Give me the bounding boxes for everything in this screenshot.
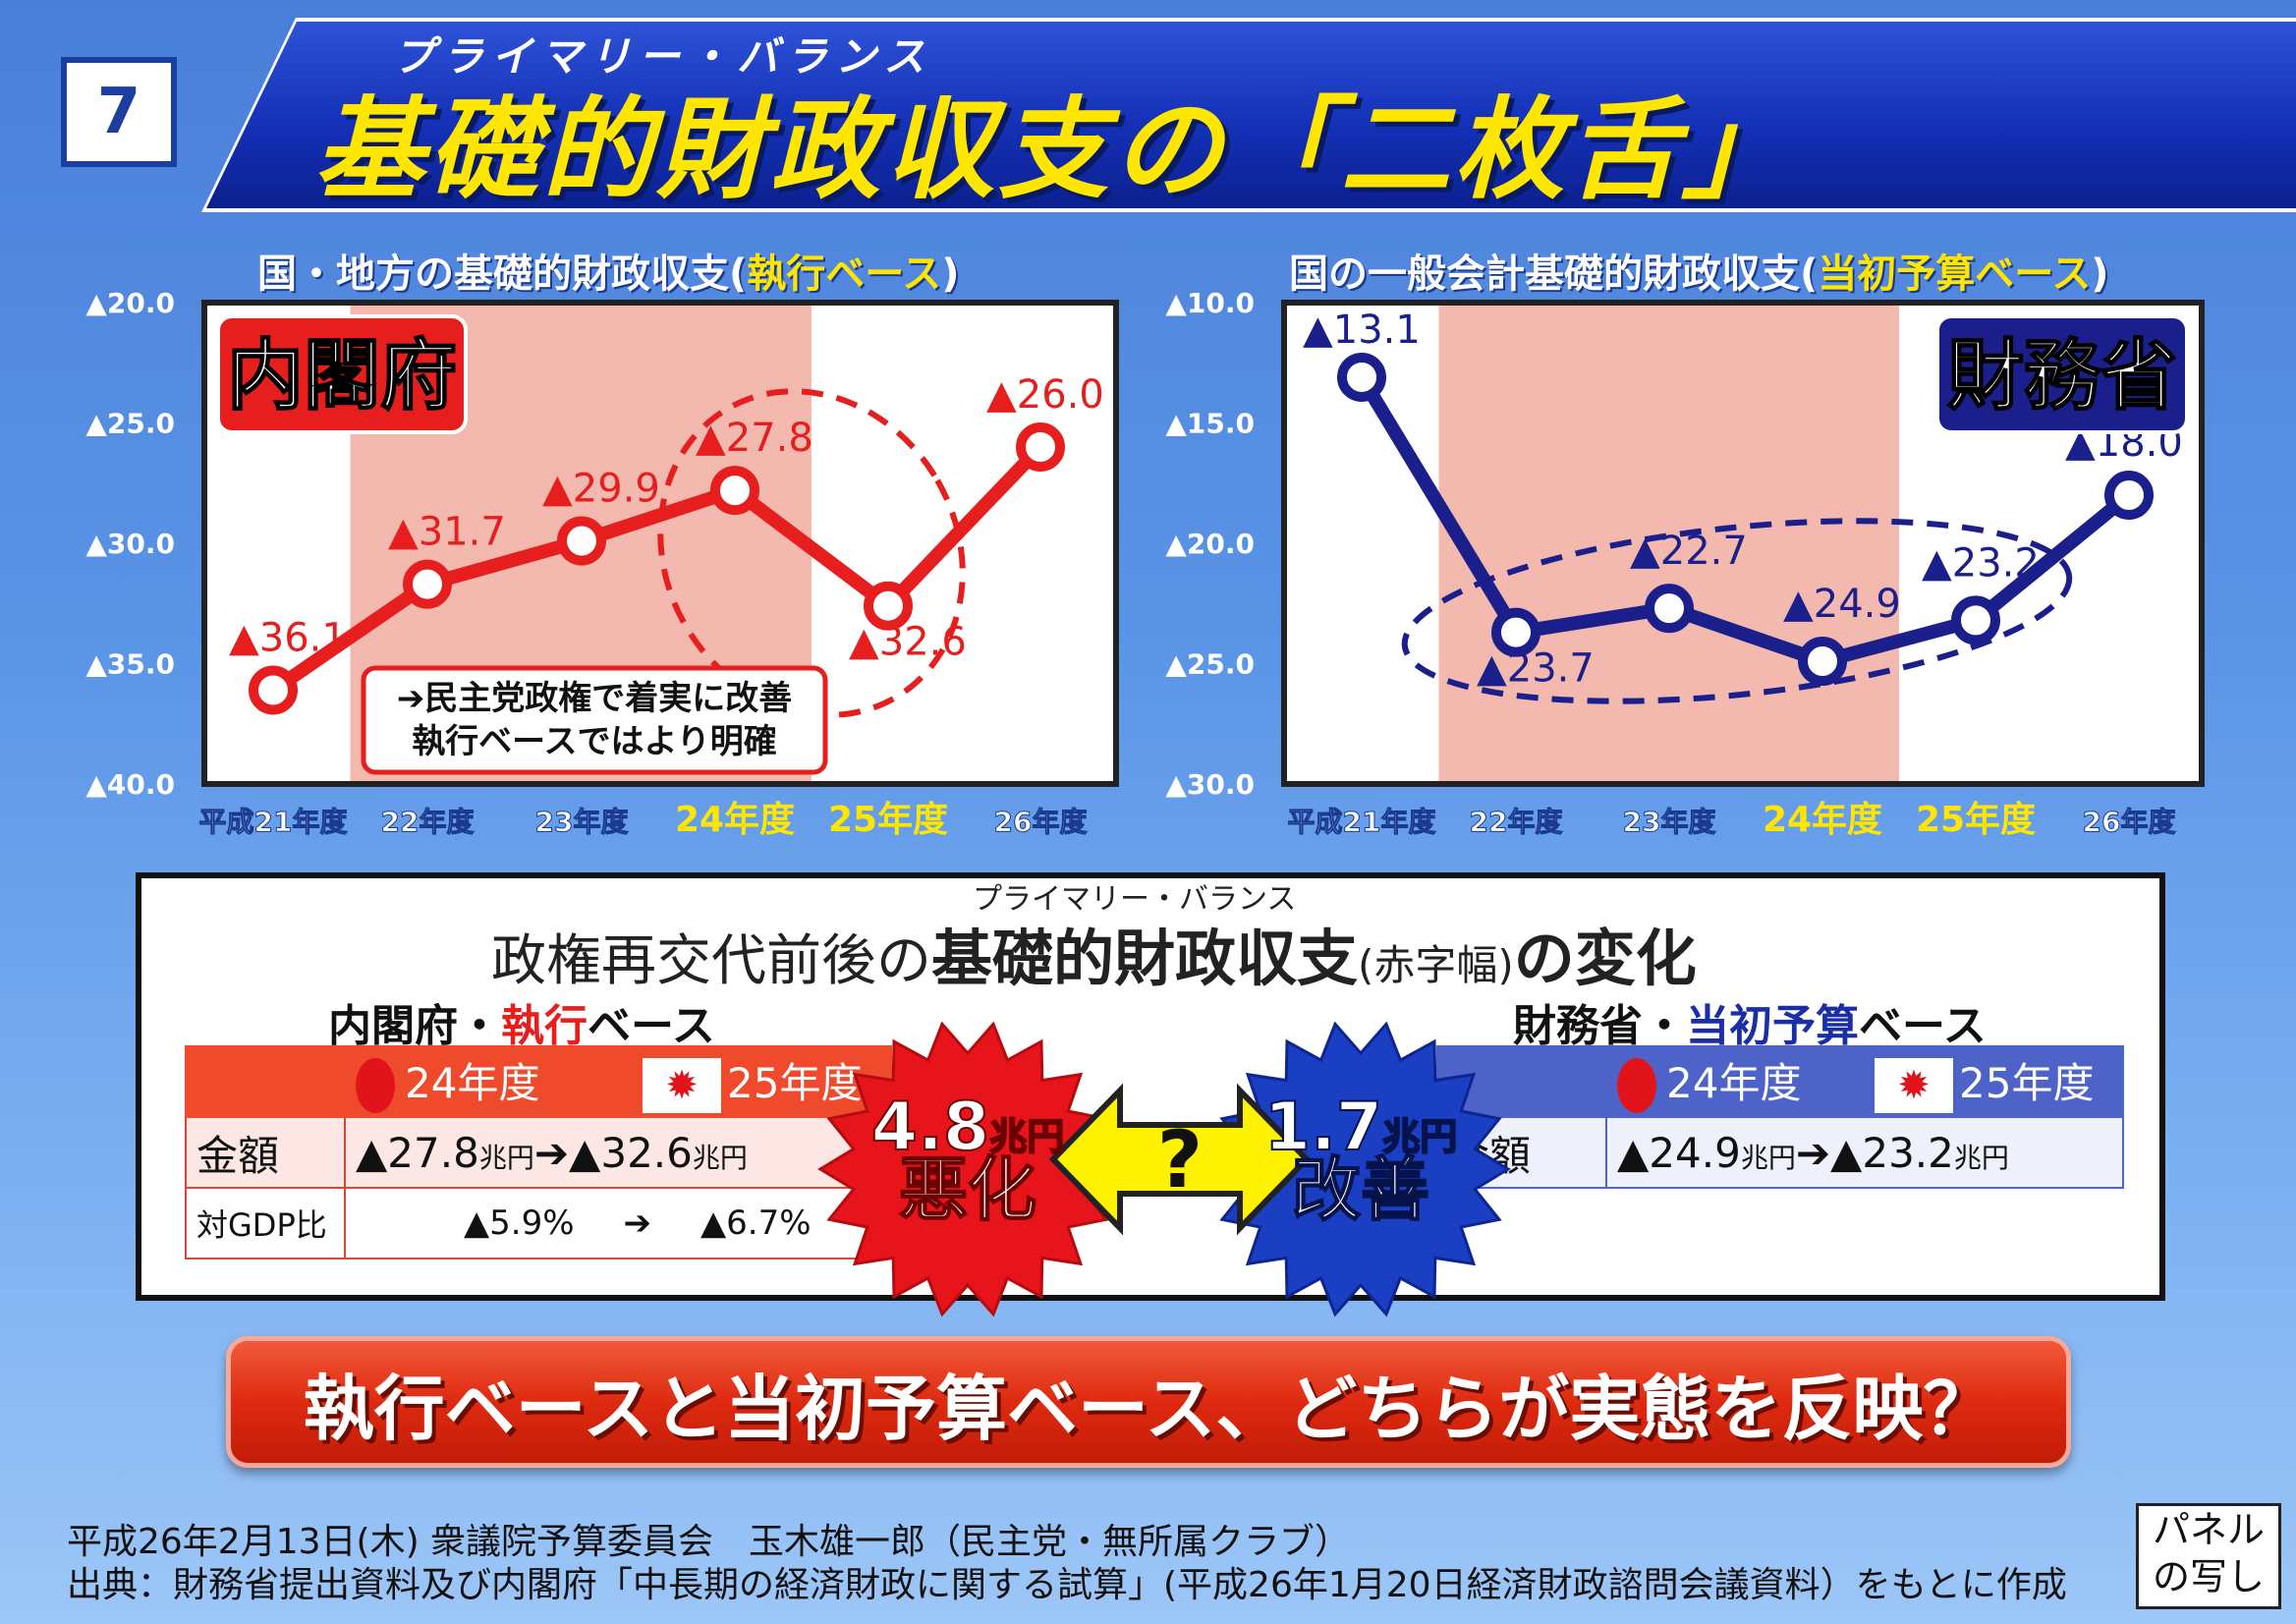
left-year-b: ✹ 25年度 [631,1045,892,1118]
chart-0-point [249,665,298,715]
chart-1-badge-box [1935,314,2189,434]
chart-0-series-line [269,442,1046,697]
chart-0-highlight-ellipse [657,388,966,718]
chart-1-xtick: 22年度 [1470,806,1563,838]
chart-0-data-label: ▲32.6 [849,620,967,665]
chart-0-point [710,466,759,516]
right-subhead: 財務省・当初予算ベース [1513,1001,1987,1051]
chart-0-data-label: ▲36.1 [229,615,347,660]
right-chart-title: 国の一般会計基礎的財政収支(当初予算ベース) [1289,252,2109,297]
left-year-a: 24年度 [344,1045,633,1118]
improve-word: 改善 [1292,1149,1429,1230]
right-year-b: ✹ 25年度 [1863,1045,2124,1118]
left-subhead: 内閣府・執行ベース [328,1001,715,1051]
left-comparison-table: 24年度 ✹ 25年度 金額 ▲27.8兆円➔▲32.6兆円 対GDP比 ▲5.9… [185,1045,892,1260]
chart-0-xtick: 23年度 [535,806,629,838]
right-year-a: 24年度 [1605,1045,1865,1118]
chart-0-badge-box [216,314,468,434]
chart-1-point [1337,352,1386,402]
chart-0-point [864,581,913,631]
chart-0-ytick: ▲20.0 [85,287,175,319]
chart-0-data-label: ▲26.0 [986,372,1104,418]
improve-value: 1.7兆円 [1264,1089,1457,1166]
left-gdp-row: 対GDP比 ▲5.9% ➔ ▲6.7% [185,1187,892,1260]
chart-1-point [1951,595,2000,645]
chart-1-data-label: ▲13.1 [1303,308,1421,353]
page-title: 基礎的財政収支の「二枚舌」 [314,86,1796,214]
chart-1-series-line [1356,373,2134,669]
chart-1-xtick: 25年度 [1916,800,2036,840]
chart-1-ytick: ▲30.0 [1165,768,1255,801]
chart-0-badge: 内閣府 [227,332,457,420]
chart-1-xtick: 26年度 [2083,806,2176,838]
slide-number-badge: 7 [61,57,177,167]
chart-0-xtick: 平成21年度 [199,806,348,838]
chart-0-point [1016,422,1065,472]
chart-0-ytick: ▲40.0 [85,768,175,801]
sun-logo-icon: ✹ [643,1058,721,1114]
chart-0-ytick: ▲35.0 [85,648,175,681]
chart-0-xtick: 25年度 [828,800,948,840]
left-chart-title: 国・地方の基礎的財政収支(執行ベース) [257,252,960,297]
chart-1-xtick: 平成21年度 [1288,806,1436,838]
panel-copy-label: パネル の写し [2136,1503,2281,1609]
chart-annotation-line: 執行ベースではより明確 [412,722,777,761]
question-banner: 執行ベースと当初予算ベース、どちらが実態を反映？ [226,1336,2071,1468]
chart-0-data-label: ▲27.8 [696,416,813,461]
footer-source-line: 出典：財務省提出資料及び内閣府「中長期の経済財政に関する試算」(平成26年1月2… [67,1565,2067,1605]
chart-1-point [1798,637,1847,687]
party-logo-icon [1617,1058,1656,1114]
chart-1-point [1491,607,1540,657]
chart-annotation-box [361,665,828,775]
chart-1-xtick: 23年度 [1623,806,1716,838]
title-band [206,22,2296,208]
chart-0-xtick: 22年度 [381,806,475,838]
worsen-value: 4.8兆円 [871,1089,1064,1166]
chart-0-point [403,559,452,609]
sun-logo-icon: ✹ [1875,1058,1953,1114]
chart-0-data-label: ▲29.9 [542,467,660,512]
chart-1-ytick: ▲15.0 [1165,408,1255,440]
chart-0-data-label: ▲31.7 [388,510,506,555]
chart-1-data-label: ▲23.2 [1922,540,2040,586]
worsen-word: 悪化 [899,1149,1036,1230]
chart-0-point [557,516,606,566]
chart-0-ytick: ▲25.0 [85,408,175,440]
left-table-header: 24年度 ✹ 25年度 [185,1045,892,1118]
chart-annotation-line: ➔民主党政権で着実に改善 [397,679,793,718]
chart-1-xtick: 24年度 [1763,800,1882,840]
title-ruby: プライマリー・バランス [393,32,933,81]
chart-1-point [1645,584,1694,634]
chart-0-ytick: ▲30.0 [85,528,175,560]
chart-1-data-label: ▲24.9 [1783,582,1901,627]
chart-1-data-label: ▲23.7 [1477,646,1595,692]
comparison-ruby: プライマリー・バランス [973,882,1297,917]
chart-0-xtick: 26年度 [994,806,1088,838]
party-logo-icon [356,1058,395,1114]
chart-1-point [2104,471,2154,520]
chart-1-ytick: ▲20.0 [1165,528,1255,560]
double-arrow-icon [1048,1083,1312,1236]
left-line-chart: ▲20.0 ▲25.0 ▲30.0 ▲35.0 ▲40.0 平成21年度 22年度 23年度 2… [85,287,2205,840]
comparison-title: 政権再交代前後の基礎的財政収支(赤字幅)の変化 [491,923,1697,994]
slide-number: 7 [96,76,141,148]
worsen-burst [817,1021,1118,1317]
chart-1-ytick: ▲10.0 [1165,287,1255,319]
footer-date-line: 平成26年2月13日(木) 衆議院予算委員会 玉木雄一郎（民主党・無所属クラブ） [67,1522,1351,1562]
chart-0-xtick: 24年度 [675,800,795,840]
left-amount-row: 金額 ▲27.8兆円➔▲32.6兆円 [185,1116,892,1189]
chart-1-highlight-ellipse [1401,518,2073,704]
chart-1-ytick: ▲25.0 [1165,648,1255,681]
question-mark: ? [1157,1114,1203,1205]
right-amount-row: 金額 ▲24.9兆円➔▲23.2兆円 [1436,1116,2124,1189]
chart-1-badge: 財務省 [1947,332,2177,420]
